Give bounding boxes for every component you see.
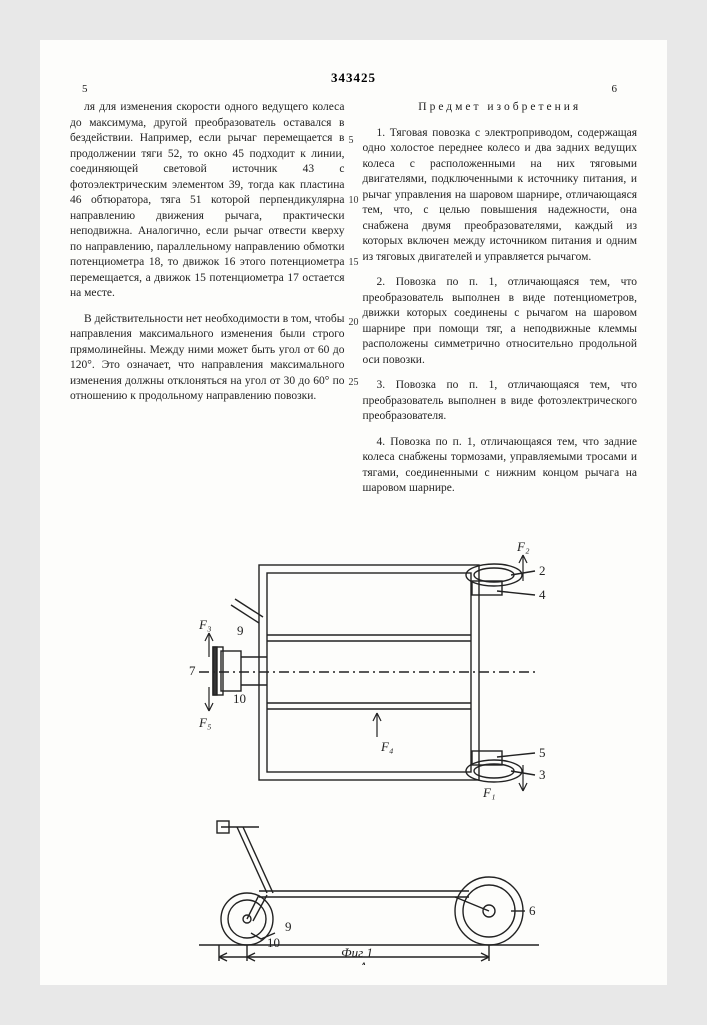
figure-svg: F₂ F₃ F₅ F₄ F₁ 2 4 5 3 9 7 10 [139,535,569,965]
right-column: 6 5 10 15 20 25 Предмет изобретения 1. Т… [363,100,638,507]
line-number: 5 [349,134,354,148]
svg-text:5: 5 [539,745,546,760]
svg-text:a: a [225,959,232,965]
svg-text:Фиг 1: Фиг 1 [341,945,373,960]
svg-text:F₄: F₄ [380,739,394,754]
line-number: 25 [349,376,359,390]
claim: 2. Повозка по п. 1, отличающаяся тем, чт… [363,275,638,368]
left-column: 5 ля для изменения скорости одного ведущ… [70,100,345,507]
line-number: 10 [349,194,359,208]
top-view: F₂ F₃ F₅ F₄ F₁ 2 4 5 3 9 7 10 [189,539,546,800]
claim: 1. Тяговая повозка с электроприводом, со… [363,126,638,266]
side-view: A a 6 9 10 Фиг 1 [199,821,539,965]
svg-text:2: 2 [539,563,546,578]
svg-text:4: 4 [539,587,546,602]
claim: 4. Повозка по п. 1, отличающаяся тем, чт… [363,435,638,497]
svg-text:9: 9 [237,623,244,638]
body-para: В действительности нет необходимости в т… [70,312,345,405]
document-number: 343425 [70,70,637,86]
line-number: 15 [349,256,359,270]
svg-text:F₃: F₃ [198,617,211,632]
text-columns: 5 ля для изменения скорости одного ведущ… [70,100,637,507]
svg-text:10: 10 [267,935,280,950]
svg-text:6: 6 [529,903,536,918]
svg-text:F₂: F₂ [516,539,530,554]
patent-page: 343425 5 ля для изменения скорости одног… [40,40,667,985]
claims-heading: Предмет изобретения [363,100,638,116]
svg-text:3: 3 [539,767,546,782]
svg-text:7: 7 [189,663,196,678]
figure-1: F₂ F₃ F₅ F₄ F₁ 2 4 5 3 9 7 10 [70,535,637,965]
line-number: 20 [349,316,359,330]
col-num-left: 5 [82,82,88,97]
svg-text:10: 10 [233,691,246,706]
svg-text:F₅: F₅ [198,715,211,730]
col-num-right: 6 [612,82,618,97]
claim: 3. Повозка по п. 1, отличающаяся тем, чт… [363,378,638,425]
body-para: ля для изменения скорости одного ведущег… [70,100,345,302]
svg-text:F₁: F₁ [482,785,495,800]
svg-text:9: 9 [285,919,292,934]
